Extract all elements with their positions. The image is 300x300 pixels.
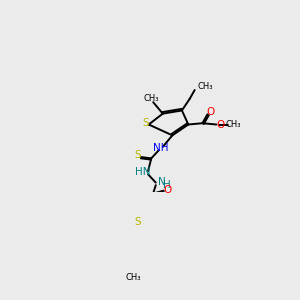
Text: HN: HN [135,167,151,177]
Text: S: S [135,217,141,226]
Text: H: H [164,180,171,190]
Text: CH₃: CH₃ [197,82,213,91]
Text: CH₃: CH₃ [225,120,241,129]
Text: N: N [158,177,166,187]
Text: CH₃: CH₃ [126,273,141,282]
Text: S: S [135,150,141,160]
Text: O: O [206,107,215,117]
Text: S: S [142,118,149,128]
Text: NH: NH [153,143,169,153]
Text: O: O [163,184,171,195]
Text: CH₃: CH₃ [143,94,159,103]
Text: O: O [217,119,225,130]
